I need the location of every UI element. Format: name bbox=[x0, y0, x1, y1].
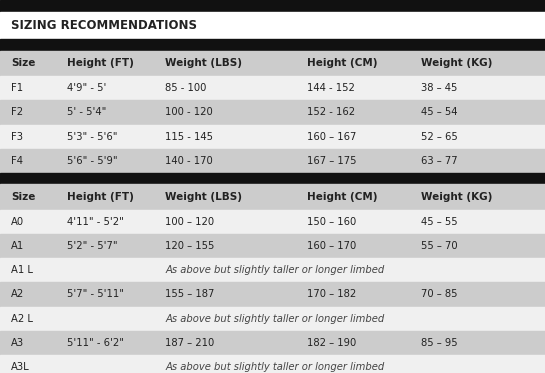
Bar bbox=[0, 51, 545, 76]
Text: A1 L: A1 L bbox=[11, 265, 33, 275]
Text: Size: Size bbox=[11, 192, 35, 202]
Text: 5'3" - 5'6": 5'3" - 5'6" bbox=[67, 132, 118, 142]
Text: 85 - 100: 85 - 100 bbox=[165, 83, 207, 93]
Text: Weight (LBS): Weight (LBS) bbox=[165, 59, 242, 68]
Text: 167 – 175: 167 – 175 bbox=[307, 156, 356, 166]
Bar bbox=[0, 173, 545, 184]
Text: Height (FT): Height (FT) bbox=[67, 59, 134, 68]
Bar bbox=[0, 0, 545, 12]
Text: 160 – 167: 160 – 167 bbox=[307, 132, 356, 142]
Bar bbox=[0, 331, 545, 355]
Text: Weight (LBS): Weight (LBS) bbox=[165, 192, 242, 202]
Text: 55 – 70: 55 – 70 bbox=[421, 241, 458, 251]
Bar bbox=[0, 76, 545, 100]
Text: 170 – 182: 170 – 182 bbox=[307, 289, 356, 300]
Text: As above but slightly taller or longer limbed: As above but slightly taller or longer l… bbox=[165, 314, 384, 324]
Text: 100 - 120: 100 - 120 bbox=[165, 107, 213, 117]
Bar bbox=[0, 282, 545, 307]
Text: Height (CM): Height (CM) bbox=[307, 192, 377, 202]
Bar bbox=[0, 184, 545, 210]
Text: A1: A1 bbox=[11, 241, 24, 251]
Text: As above but slightly taller or longer limbed: As above but slightly taller or longer l… bbox=[165, 265, 384, 275]
Text: 5'2" - 5'7": 5'2" - 5'7" bbox=[67, 241, 118, 251]
Text: 52 – 65: 52 – 65 bbox=[421, 132, 458, 142]
Text: A2 L: A2 L bbox=[11, 314, 33, 324]
Text: 70 – 85: 70 – 85 bbox=[421, 289, 458, 300]
Text: 100 – 120: 100 – 120 bbox=[165, 217, 214, 227]
Text: A0: A0 bbox=[11, 217, 24, 227]
Text: 120 – 155: 120 – 155 bbox=[165, 241, 215, 251]
Bar bbox=[0, 210, 545, 234]
Bar bbox=[0, 355, 545, 373]
Text: 4'11" - 5'2": 4'11" - 5'2" bbox=[67, 217, 124, 227]
Text: F3: F3 bbox=[11, 132, 23, 142]
Text: 140 - 170: 140 - 170 bbox=[165, 156, 213, 166]
Text: F2: F2 bbox=[11, 107, 23, 117]
Bar bbox=[0, 234, 545, 258]
Bar bbox=[0, 100, 545, 125]
Text: 187 – 210: 187 – 210 bbox=[165, 338, 214, 348]
Text: 182 – 190: 182 – 190 bbox=[307, 338, 356, 348]
Text: 155 – 187: 155 – 187 bbox=[165, 289, 215, 300]
Text: 5' - 5'4": 5' - 5'4" bbox=[67, 107, 106, 117]
Text: 144 - 152: 144 - 152 bbox=[307, 83, 355, 93]
Bar bbox=[0, 307, 545, 331]
Text: As above but slightly taller or longer limbed: As above but slightly taller or longer l… bbox=[165, 362, 384, 372]
Text: Height (FT): Height (FT) bbox=[67, 192, 134, 202]
Bar bbox=[0, 39, 545, 51]
Text: 5'6" - 5'9": 5'6" - 5'9" bbox=[67, 156, 118, 166]
Bar bbox=[0, 149, 545, 173]
Text: 152 - 162: 152 - 162 bbox=[307, 107, 355, 117]
Text: 85 – 95: 85 – 95 bbox=[421, 338, 458, 348]
Text: A2: A2 bbox=[11, 289, 24, 300]
Text: 5'11" - 6'2": 5'11" - 6'2" bbox=[67, 338, 124, 348]
Text: Size: Size bbox=[11, 59, 35, 68]
Text: 5'7" - 5'11": 5'7" - 5'11" bbox=[67, 289, 124, 300]
Text: A3: A3 bbox=[11, 338, 24, 348]
Text: Height (CM): Height (CM) bbox=[307, 59, 377, 68]
Text: F4: F4 bbox=[11, 156, 23, 166]
Text: 63 – 77: 63 – 77 bbox=[421, 156, 458, 166]
Bar bbox=[0, 12, 545, 39]
Text: F1: F1 bbox=[11, 83, 23, 93]
Text: 150 – 160: 150 – 160 bbox=[307, 217, 356, 227]
Text: SIZING RECOMMENDATIONS: SIZING RECOMMENDATIONS bbox=[11, 19, 197, 32]
Text: 160 – 170: 160 – 170 bbox=[307, 241, 356, 251]
Text: 115 - 145: 115 - 145 bbox=[165, 132, 213, 142]
Text: 45 – 54: 45 – 54 bbox=[421, 107, 458, 117]
Text: Weight (KG): Weight (KG) bbox=[421, 59, 493, 68]
Text: Weight (KG): Weight (KG) bbox=[421, 192, 493, 202]
Text: A3L: A3L bbox=[11, 362, 29, 372]
Bar bbox=[0, 125, 545, 149]
Text: 38 – 45: 38 – 45 bbox=[421, 83, 458, 93]
Text: 4'9" - 5': 4'9" - 5' bbox=[67, 83, 106, 93]
Text: 45 – 55: 45 – 55 bbox=[421, 217, 458, 227]
Bar bbox=[0, 258, 545, 282]
